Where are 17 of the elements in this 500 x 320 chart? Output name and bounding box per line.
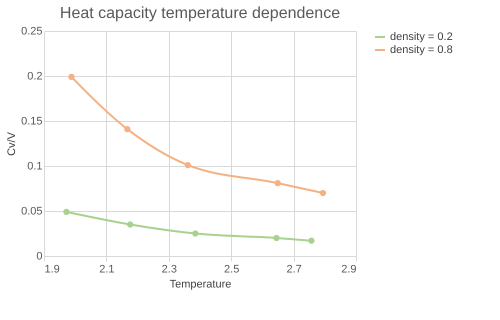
y-tick-label: 0.25 [21,26,42,38]
y-tick-label: 0 [36,250,42,262]
x-tick-label: 2.3 [162,264,177,276]
y-tick-label: 0.1 [27,160,42,172]
x-tick-label: 2.1 [99,264,115,276]
legend-label: density = 0.8 [390,44,453,56]
x-tick-label: 2.5 [224,264,240,276]
chart-title: Heat capacity temperature dependence [60,5,340,22]
x-tick-label: 1.9 [44,264,60,276]
y-tick-label: 0.05 [21,206,42,218]
y-tick-label: 0.15 [21,116,42,128]
y-axis-title: Cv/V [6,131,18,156]
x-axis-title: Temperature [170,278,232,290]
x-tick-label: 2.7 [286,264,302,276]
x-tick-label: 2.9 [341,264,356,276]
y-tick-label: 0.2 [27,70,42,82]
legend-label: density = 0.2 [390,31,453,43]
